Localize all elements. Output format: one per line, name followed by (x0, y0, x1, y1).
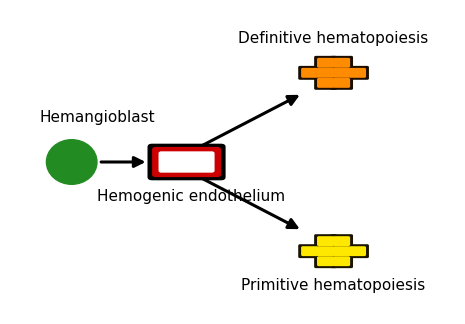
FancyBboxPatch shape (317, 78, 334, 88)
Ellipse shape (46, 140, 97, 184)
Text: Hemangioblast: Hemangioblast (40, 110, 155, 125)
FancyBboxPatch shape (314, 76, 337, 90)
FancyBboxPatch shape (298, 244, 321, 258)
Text: Hemogenic endothelium: Hemogenic endothelium (97, 189, 285, 204)
FancyBboxPatch shape (333, 68, 350, 78)
FancyBboxPatch shape (349, 246, 366, 256)
FancyBboxPatch shape (330, 244, 353, 258)
FancyBboxPatch shape (317, 256, 334, 266)
Text: Primitive hematopoiesis: Primitive hematopoiesis (241, 278, 425, 293)
FancyBboxPatch shape (330, 254, 353, 268)
FancyBboxPatch shape (147, 144, 226, 180)
FancyBboxPatch shape (314, 56, 337, 70)
FancyBboxPatch shape (314, 234, 337, 248)
FancyBboxPatch shape (317, 68, 334, 78)
FancyBboxPatch shape (317, 236, 334, 246)
Text: Definitive hematopoiesis: Definitive hematopoiesis (239, 31, 429, 46)
FancyBboxPatch shape (152, 147, 221, 177)
FancyBboxPatch shape (314, 244, 337, 258)
FancyBboxPatch shape (330, 56, 353, 70)
FancyBboxPatch shape (330, 234, 353, 248)
FancyBboxPatch shape (330, 76, 353, 90)
FancyBboxPatch shape (333, 236, 350, 246)
FancyBboxPatch shape (346, 244, 369, 258)
FancyBboxPatch shape (317, 246, 334, 256)
FancyBboxPatch shape (333, 246, 350, 256)
FancyBboxPatch shape (349, 68, 366, 78)
FancyBboxPatch shape (301, 246, 318, 256)
FancyBboxPatch shape (330, 66, 353, 80)
FancyBboxPatch shape (333, 78, 350, 88)
FancyBboxPatch shape (346, 66, 369, 80)
FancyBboxPatch shape (314, 66, 337, 80)
FancyBboxPatch shape (314, 254, 337, 268)
FancyBboxPatch shape (317, 58, 334, 68)
FancyBboxPatch shape (333, 58, 350, 68)
FancyBboxPatch shape (301, 68, 318, 78)
FancyBboxPatch shape (333, 256, 350, 266)
FancyBboxPatch shape (298, 66, 321, 80)
FancyBboxPatch shape (159, 151, 214, 173)
